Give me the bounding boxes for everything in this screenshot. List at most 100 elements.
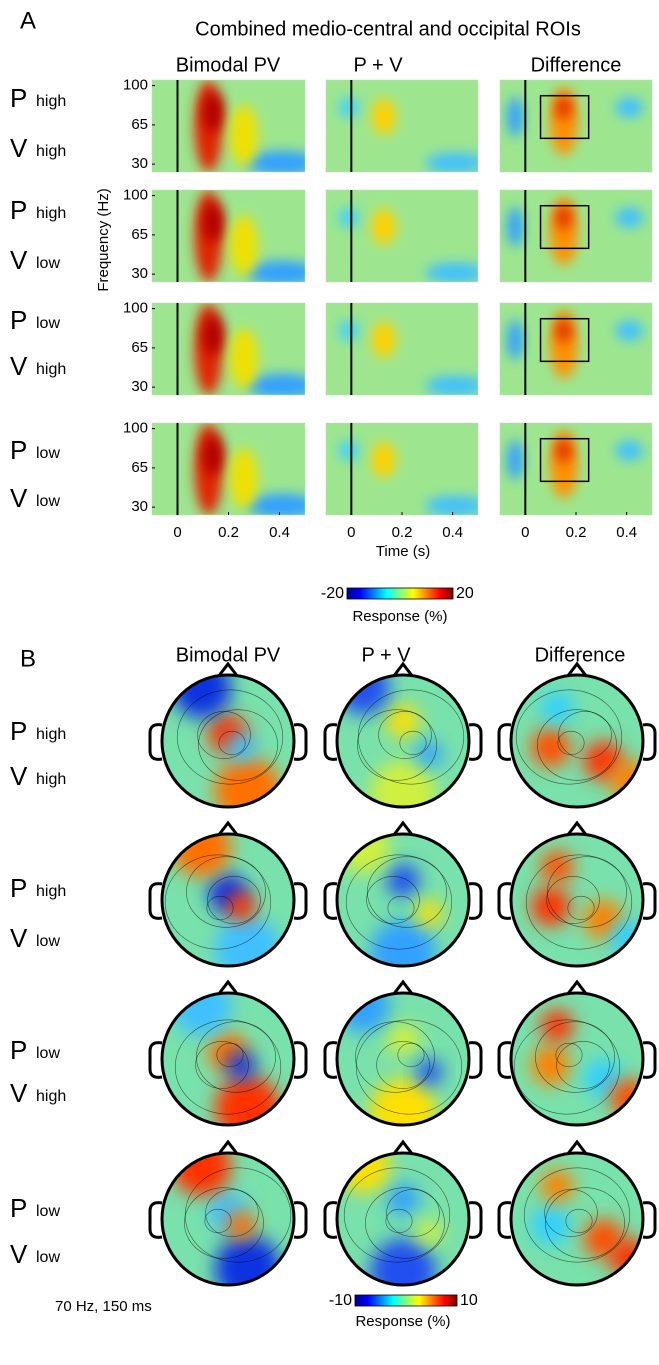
nose	[565, 820, 589, 837]
ear	[497, 723, 512, 761]
contour	[525, 854, 633, 950]
ear	[642, 1041, 657, 1079]
heatmap-blob	[338, 320, 359, 341]
note: 70 Hz, 150 ms	[55, 1298, 152, 1315]
x-axis-label: Time (s)	[376, 543, 430, 560]
heatmap-blob	[371, 441, 396, 478]
ear	[497, 1201, 512, 1239]
topo-blob	[530, 1205, 571, 1246]
topo-blob	[214, 916, 281, 966]
heatmap-blob	[203, 202, 224, 243]
head-outline	[160, 832, 296, 968]
heatmap	[326, 80, 478, 172]
heatmap-blob	[615, 97, 644, 118]
heatmap-blob	[229, 328, 258, 389]
ear	[468, 1201, 483, 1239]
contour	[365, 1187, 445, 1259]
contour	[198, 709, 278, 781]
ear	[468, 723, 483, 761]
row-label: V	[10, 761, 28, 791]
ear	[293, 1041, 308, 1079]
head-outline	[160, 673, 296, 809]
topo-blob	[386, 704, 420, 738]
heatmap-blob	[371, 208, 396, 245]
nose	[391, 1139, 415, 1156]
row-label: P	[10, 716, 27, 746]
x-tick-label: 0.4	[442, 524, 463, 541]
topo-blob	[540, 850, 574, 884]
row-sublabel: high	[36, 205, 66, 222]
heatmap-blob	[507, 319, 524, 360]
ear	[323, 1041, 338, 1079]
head-outline	[509, 991, 645, 1127]
topoplot	[337, 834, 469, 966]
ear	[293, 1201, 308, 1239]
contour	[567, 895, 595, 921]
row-label: P	[10, 435, 27, 465]
topo-blob	[416, 1219, 443, 1246]
nose	[391, 820, 415, 837]
row-label: V	[10, 351, 28, 381]
contour	[195, 1041, 249, 1089]
contour	[357, 689, 465, 785]
topo-blob	[214, 757, 281, 807]
topo-blob	[416, 741, 443, 768]
ear	[148, 723, 163, 761]
colorbar	[354, 1294, 458, 1307]
heatmap-blob	[247, 373, 305, 395]
contour	[556, 1041, 610, 1089]
nose	[391, 661, 415, 678]
x-tick-label: 0.2	[218, 524, 239, 541]
row-sublabel: low	[36, 315, 60, 332]
nose	[565, 1139, 589, 1156]
row-sublabel: low	[36, 445, 60, 462]
topo-blob	[416, 1059, 443, 1086]
contour	[367, 856, 447, 928]
y-tick-label: 65	[131, 226, 148, 243]
colorbar-tick-label: -10	[329, 1292, 352, 1309]
topo-blob	[386, 863, 420, 897]
head-outline	[335, 673, 471, 809]
ear	[148, 1201, 163, 1239]
contour	[378, 711, 432, 759]
heatmap-blob	[338, 97, 359, 118]
colorbar-label: Response (%)	[355, 1313, 450, 1330]
contour	[546, 876, 600, 924]
contour	[184, 1187, 264, 1259]
topo-blob	[226, 892, 256, 922]
column-header: Difference	[531, 54, 622, 76]
heatmap-blob	[203, 92, 224, 133]
contour	[397, 1042, 425, 1068]
contour	[345, 854, 453, 950]
contour	[545, 1187, 625, 1259]
contour	[386, 1189, 440, 1237]
head-outline	[335, 832, 471, 968]
heatmap-frame	[151, 302, 306, 396]
x-tick-label: 0	[521, 524, 529, 541]
row-label: V	[10, 483, 28, 513]
topo-blob	[171, 1153, 232, 1196]
roi-box	[539, 437, 590, 483]
head-outline	[335, 991, 471, 1127]
row-sublabel: high	[36, 1088, 66, 1105]
heatmap-frame	[151, 79, 306, 173]
contour	[565, 1208, 593, 1234]
head-outline	[335, 1151, 471, 1287]
ear	[642, 882, 657, 920]
topoplot	[337, 1153, 469, 1285]
head-outline	[160, 991, 296, 1127]
row-label: V	[10, 1078, 28, 1108]
y-tick-label: 100	[123, 420, 148, 437]
topo-blob	[214, 1235, 281, 1285]
colorbar-tick-label: 20	[456, 585, 474, 602]
row-sublabel: high	[36, 726, 66, 743]
contour	[558, 711, 612, 759]
heatmap-blob	[555, 318, 572, 343]
topoplot	[162, 993, 294, 1125]
head-outline	[509, 832, 645, 968]
x-tick-label: 0	[347, 524, 355, 541]
heatmap-blob	[507, 96, 524, 137]
row-label: P	[10, 195, 27, 225]
topo-blob	[530, 1045, 571, 1086]
heatmap-blob	[615, 320, 644, 341]
